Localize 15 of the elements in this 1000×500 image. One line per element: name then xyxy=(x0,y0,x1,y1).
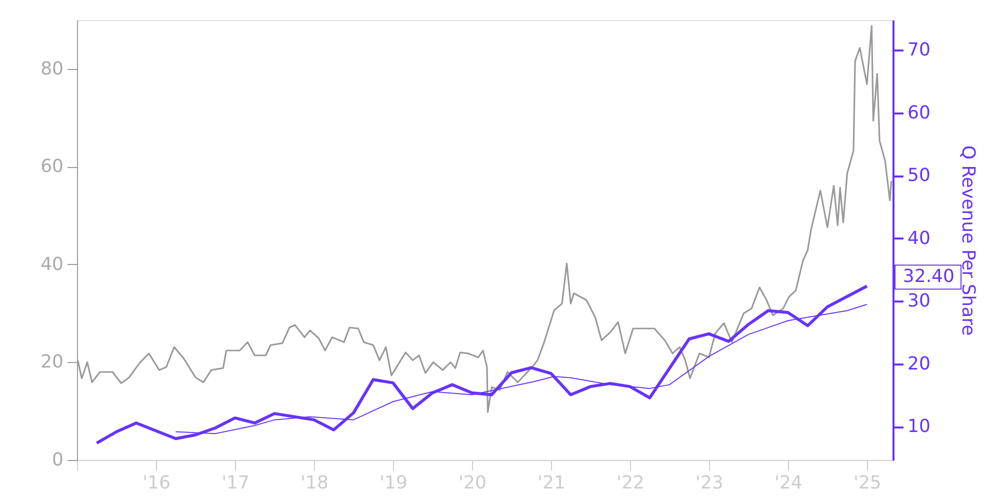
y2-axis-title: Q Revenue Per Share xyxy=(957,145,978,336)
y2-tick-label: 70 xyxy=(908,40,930,61)
y2-tick-label: 40 xyxy=(908,228,930,249)
y-tick-label: 0 xyxy=(52,450,64,470)
line-series xyxy=(95,284,868,445)
y2-tick-label: 50 xyxy=(908,165,930,186)
y2-tick-label: 10 xyxy=(908,416,930,438)
y-tick-label: 80 xyxy=(40,58,64,80)
y-tick-label: 60 xyxy=(40,156,64,178)
annotation: 32.40 xyxy=(902,266,954,288)
y2-tick-label: 20 xyxy=(908,353,930,374)
y-tick-label: 40 xyxy=(40,254,64,275)
y2-tick-label: 30 xyxy=(908,290,930,312)
y2-tick-label: 60 xyxy=(908,102,930,124)
y-tick-label: 20 xyxy=(40,352,64,373)
